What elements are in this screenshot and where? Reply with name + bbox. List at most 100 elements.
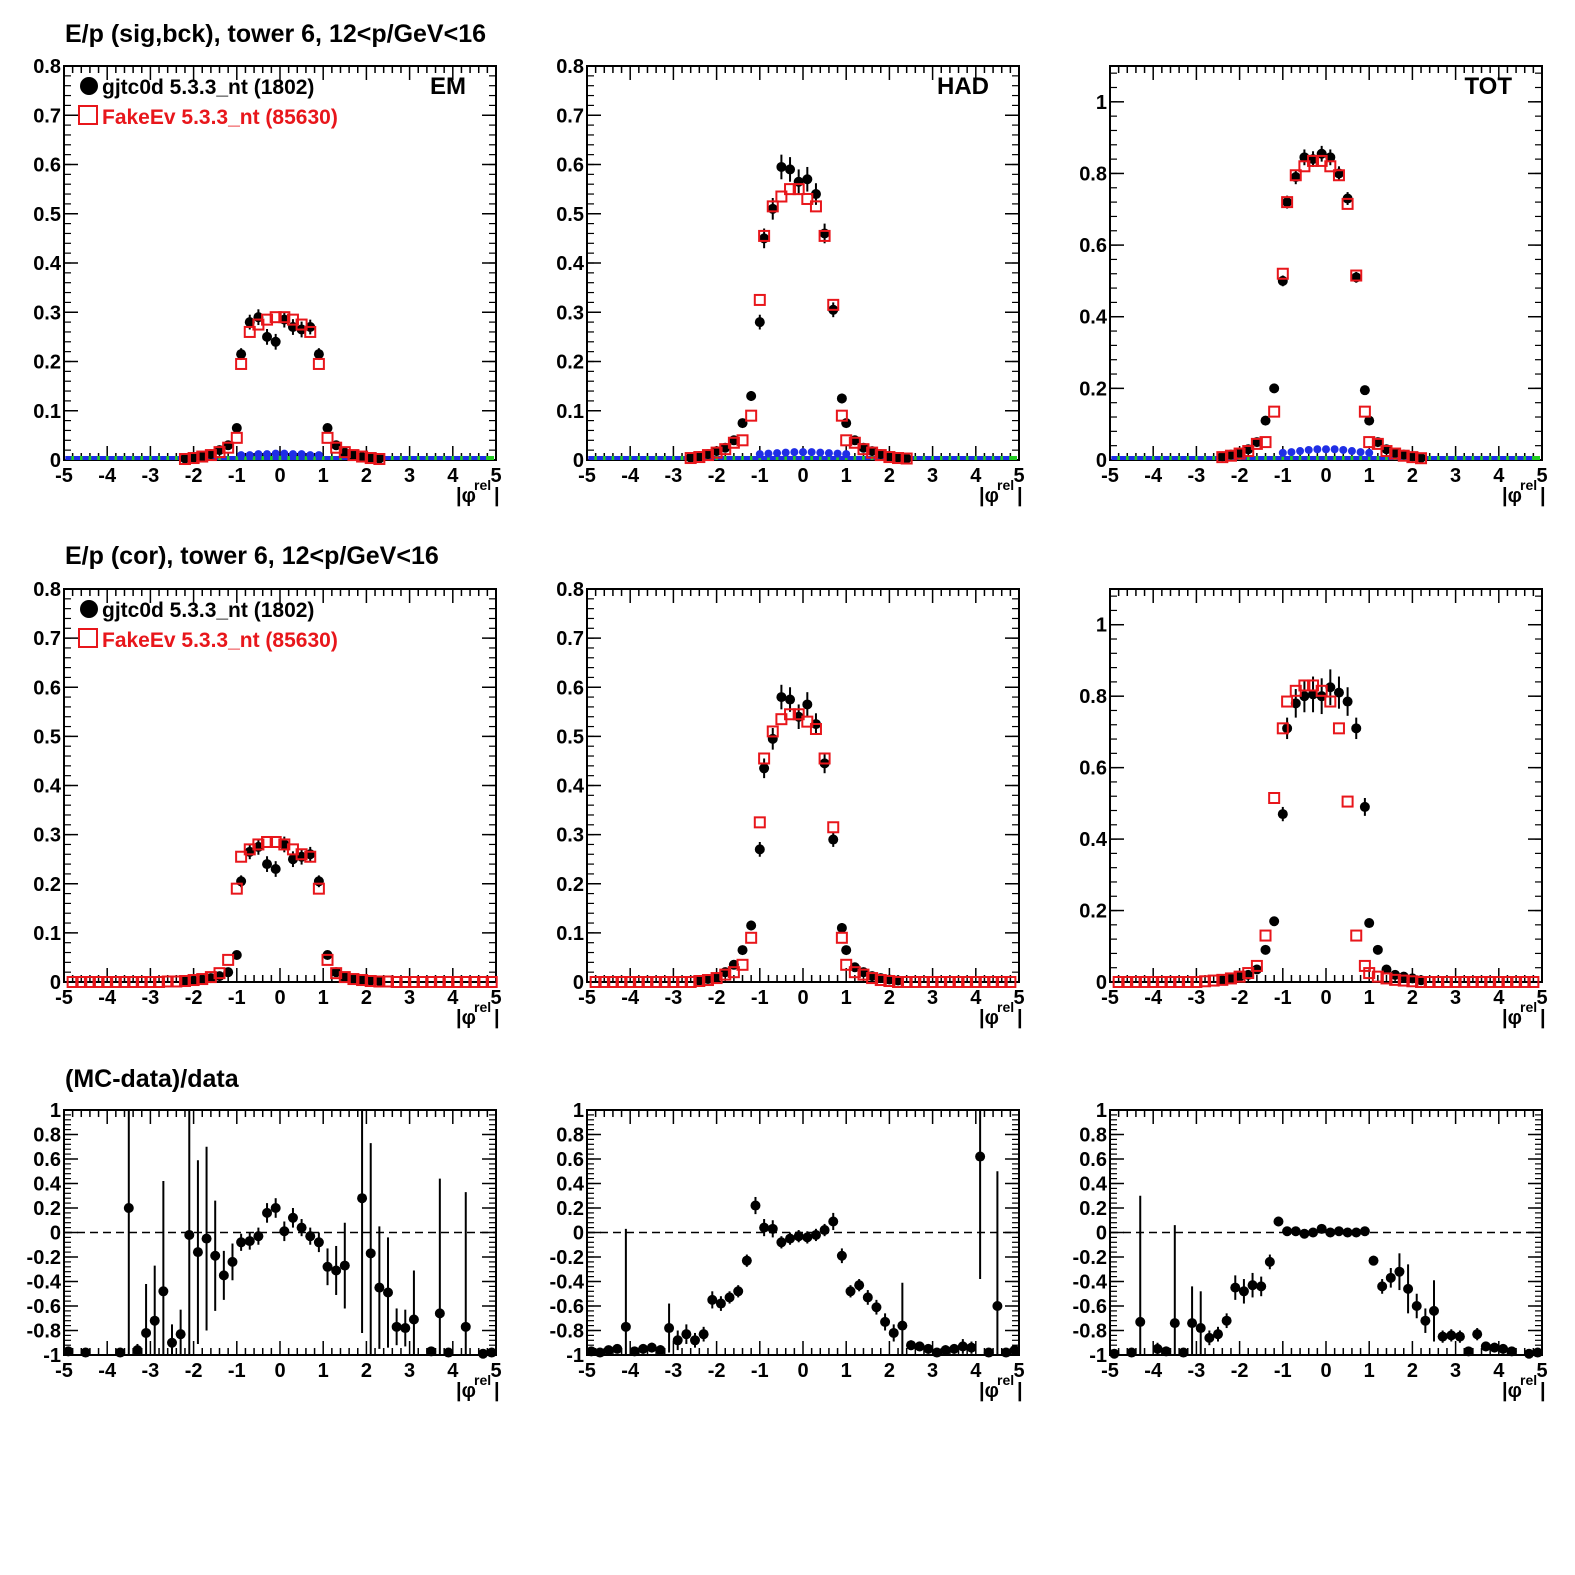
legend-data-marker xyxy=(80,600,98,618)
mc-point xyxy=(178,975,191,988)
x-tick-label: -2 xyxy=(1231,465,1249,487)
x-tick-label: -4 xyxy=(98,987,117,1009)
mc-point xyxy=(840,434,853,447)
bck-data-marker xyxy=(82,456,89,460)
bck-data-marker xyxy=(916,456,923,460)
x-tick-label: 1 xyxy=(841,1360,852,1382)
mc-point xyxy=(943,976,956,988)
bck-data-marker xyxy=(65,456,72,460)
data-point xyxy=(63,1346,74,1357)
mc-point xyxy=(75,976,88,988)
data-point xyxy=(357,1193,368,1204)
data-point xyxy=(210,1250,221,1261)
mc-point xyxy=(753,816,766,829)
y-tick-label: 0.4 xyxy=(1079,1174,1108,1196)
mc-point xyxy=(1307,154,1320,167)
x-tick-label: 5 xyxy=(490,987,501,1009)
mc-point xyxy=(727,436,740,449)
x-tick-label: -5 xyxy=(1101,987,1119,1009)
data-point xyxy=(923,1343,934,1354)
mc-point xyxy=(745,931,758,944)
data-point xyxy=(1390,447,1401,458)
data-point xyxy=(1001,1347,1012,1358)
bck-data-marker xyxy=(1465,456,1472,460)
data-point xyxy=(754,844,765,855)
y-tick-label: 0 xyxy=(1096,450,1107,472)
x-tick-label: 2 xyxy=(361,465,372,487)
mc-point xyxy=(222,953,235,966)
bck-data-marker xyxy=(125,456,132,460)
data-point xyxy=(690,1335,700,1346)
bck-point xyxy=(799,448,807,457)
data-point xyxy=(1169,1318,1180,1329)
mc-point xyxy=(373,453,386,466)
x-tick-label: 1 xyxy=(318,1360,329,1382)
mc-point xyxy=(1315,684,1328,697)
mc-point xyxy=(883,975,896,988)
mc-point xyxy=(144,976,157,988)
x-tick-label: -2 xyxy=(185,987,203,1009)
data-point xyxy=(287,854,298,865)
mc-point xyxy=(1233,970,1246,983)
mc-point xyxy=(857,443,870,456)
mc-point xyxy=(261,313,274,326)
legend-data-marker xyxy=(80,77,98,95)
bck-data-marker xyxy=(281,456,288,460)
x-tick-label: -2 xyxy=(1231,987,1249,1009)
mc-point xyxy=(1259,436,1272,449)
x-axis-label: |φ xyxy=(979,485,999,507)
mc-point xyxy=(727,966,740,979)
y-tick-label: 0.2 xyxy=(556,1198,584,1220)
data-point xyxy=(702,974,713,985)
data-point xyxy=(1217,975,1228,986)
y-tick-label: 0.2 xyxy=(1079,1198,1107,1220)
mc-point xyxy=(269,311,282,324)
bck-point xyxy=(254,450,263,459)
mc-point xyxy=(109,976,122,988)
bck-data-marker xyxy=(1335,456,1342,460)
y-tick-label: 0.3 xyxy=(33,302,61,324)
y-tick-label: 0.3 xyxy=(556,302,584,324)
x-tick-label: -3 xyxy=(1188,987,1206,1009)
x-axis-label-close: | xyxy=(494,485,500,507)
mc-point xyxy=(827,298,840,311)
mc-point xyxy=(1466,976,1479,988)
data-point xyxy=(279,839,290,850)
bck-point xyxy=(314,451,323,460)
y-tick-label: 0.2 xyxy=(33,1198,61,1220)
x-tick-label: -3 xyxy=(142,1360,160,1382)
bck-data-marker xyxy=(385,456,391,460)
data-point xyxy=(638,1343,649,1354)
x-axis-label-sup: rel xyxy=(474,1372,491,1388)
chart-panel-0-1: -5 -4 -3 -2 -1 0 1 2 3 4 5 0 0.1 0.2 0.3 0.4 0.5 0.6 0.7 0.… xyxy=(556,56,1024,507)
bck-data-marker xyxy=(1284,456,1291,460)
data-point xyxy=(949,1343,960,1354)
data-point xyxy=(179,453,190,464)
mc-point xyxy=(1423,976,1436,988)
bck-data-marker xyxy=(160,456,167,460)
data-point xyxy=(975,1151,986,1162)
mc-point xyxy=(684,976,697,988)
data-point xyxy=(1325,1227,1336,1238)
data-point xyxy=(205,449,216,460)
data-point xyxy=(1260,415,1271,426)
bck-data-marker xyxy=(640,456,647,460)
bck-data-marker xyxy=(169,456,175,460)
data-point xyxy=(1234,447,1245,458)
mc-point xyxy=(338,971,351,984)
mc-point xyxy=(758,752,771,765)
data-point xyxy=(1299,691,1310,702)
mc-point xyxy=(1190,976,1203,988)
bck-point xyxy=(755,450,764,459)
plot-frame xyxy=(1109,65,1543,461)
data-point xyxy=(897,1320,908,1331)
mc-point xyxy=(321,431,334,444)
mc-point xyxy=(407,976,420,988)
mc-point xyxy=(1181,976,1194,988)
bck-data-marker xyxy=(726,456,733,460)
mc-point xyxy=(1475,976,1488,988)
data-point xyxy=(664,1323,675,1334)
data-point xyxy=(802,1232,813,1243)
chart-panel-2-0: -5 -4 -3 -2 -1 0 1 2 3 4 5-1-0.8-0.6-0.4-0.200.20.… xyxy=(27,1100,502,1402)
bck-data-marker xyxy=(1370,456,1377,460)
